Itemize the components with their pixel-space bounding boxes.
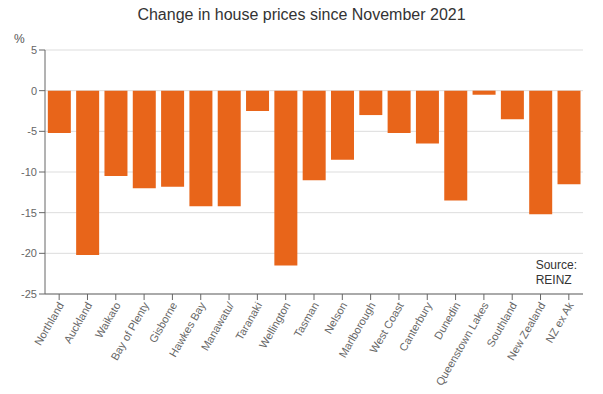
html-text:Source:: Source: bbox=[535, 258, 577, 272]
svg-text:-5: -5 bbox=[27, 125, 37, 137]
svg-text:Taranaki: Taranaki bbox=[233, 300, 264, 342]
svg-text:5: 5 bbox=[31, 44, 37, 56]
svg-text:Hawkes Bay: Hawkes Bay bbox=[167, 300, 208, 359]
svg-text:Nelson: Nelson bbox=[322, 300, 350, 336]
svg-text:Manawatu/: Manawatu/ bbox=[199, 299, 237, 352]
svg-text:-20: -20 bbox=[21, 247, 37, 259]
svg-text:Marlborough: Marlborough bbox=[336, 300, 378, 360]
svg-text:-25: -25 bbox=[21, 288, 37, 300]
svg-text:Tasman: Tasman bbox=[291, 300, 321, 339]
svg-text:Bay of Plenty: Bay of Plenty bbox=[108, 300, 151, 363]
svg-text:-15: -15 bbox=[21, 207, 37, 219]
svg-text:Auckland: Auckland bbox=[61, 300, 94, 345]
svg-text:Waikato: Waikato bbox=[93, 300, 123, 340]
svg-text:Queenstown Lakes: Queenstown Lakes bbox=[433, 300, 491, 388]
svg-text:West Coast: West Coast bbox=[367, 300, 406, 356]
svg-text:Wellington: Wellington bbox=[257, 300, 293, 350]
svg-text:New Zealand: New Zealand bbox=[505, 300, 548, 362]
svg-text:NZ ex Ak: NZ ex Ak bbox=[543, 300, 576, 345]
svg-text:Canterbury: Canterbury bbox=[397, 300, 435, 354]
html-text:REINZ: REINZ bbox=[535, 273, 572, 287]
html-text:Change in house prices since N: Change in house prices since November 20… bbox=[137, 6, 466, 23]
svg-text:0: 0 bbox=[31, 85, 37, 97]
svg-text:Southland: Southland bbox=[484, 300, 520, 349]
svg-text:Dunedin: Dunedin bbox=[432, 300, 463, 341]
svg-text:-10: -10 bbox=[21, 166, 37, 178]
svg-text:Northland: Northland bbox=[32, 300, 66, 347]
svg-text:Gisborne: Gisborne bbox=[146, 300, 180, 345]
